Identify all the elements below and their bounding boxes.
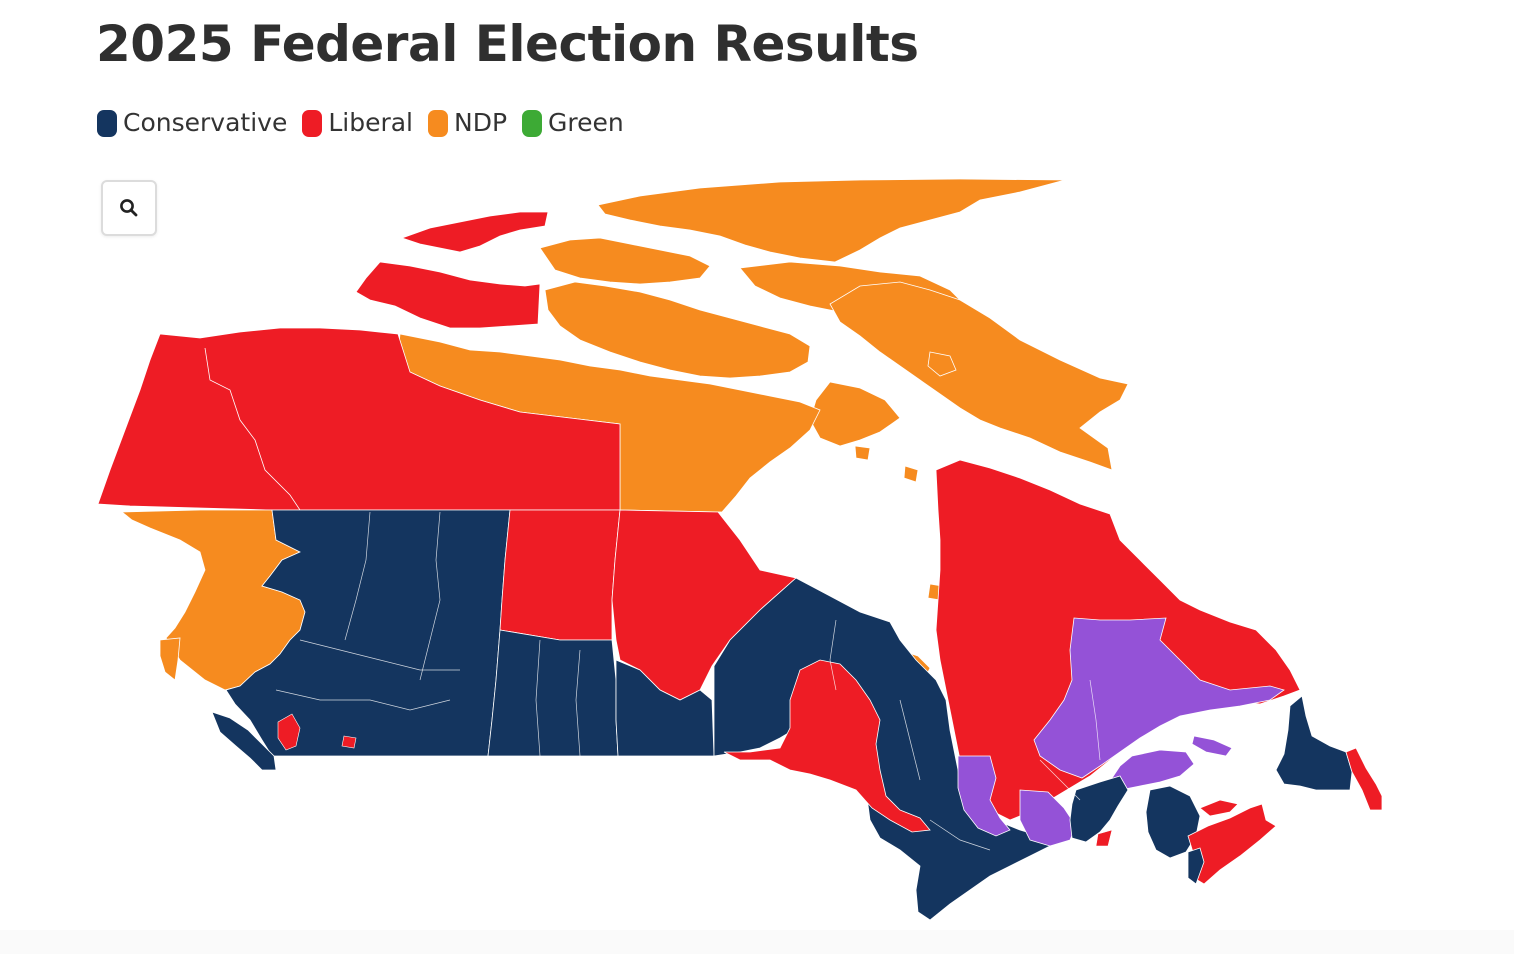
region-ontario[interactable] — [713, 577, 1051, 921]
legend-swatch-conservative — [97, 109, 117, 137]
region-atlantic[interactable] — [1145, 695, 1383, 885]
legend-swatch-ndp — [428, 109, 448, 137]
legend-label-ndp: NDP — [454, 108, 508, 137]
region-prairies[interactable] — [487, 509, 797, 757]
page-footer-band — [0, 930, 1514, 954]
riding-boundaries — [275, 511, 1101, 851]
map-search-button[interactable] — [101, 180, 157, 236]
legend: Conservative Liberal NDP Green — [97, 106, 639, 140]
legend-label-liberal: Liberal — [328, 108, 413, 137]
legend-item-green: Green — [522, 106, 624, 140]
page-title: 2025 Federal Election Results — [96, 15, 919, 73]
legend-swatch-liberal — [302, 109, 323, 137]
legend-label-conservative: Conservative — [123, 108, 288, 137]
legend-label-green: Green — [548, 108, 624, 137]
legend-item-ndp: NDP — [428, 106, 507, 140]
legend-item-conservative: Conservative — [97, 106, 287, 140]
north-district-lines — [204, 347, 301, 511]
region-urban-liberal[interactable] — [277, 713, 1113, 847]
search-icon — [120, 199, 138, 217]
legend-item-liberal: Liberal — [302, 106, 413, 140]
region-bc[interactable] — [120, 509, 511, 771]
region-quebec[interactable] — [935, 459, 1301, 847]
region-northwest-liberal[interactable] — [97, 211, 621, 511]
legend-swatch-green — [522, 109, 543, 137]
region-nunavut-arctic[interactable] — [397, 178, 1129, 677]
